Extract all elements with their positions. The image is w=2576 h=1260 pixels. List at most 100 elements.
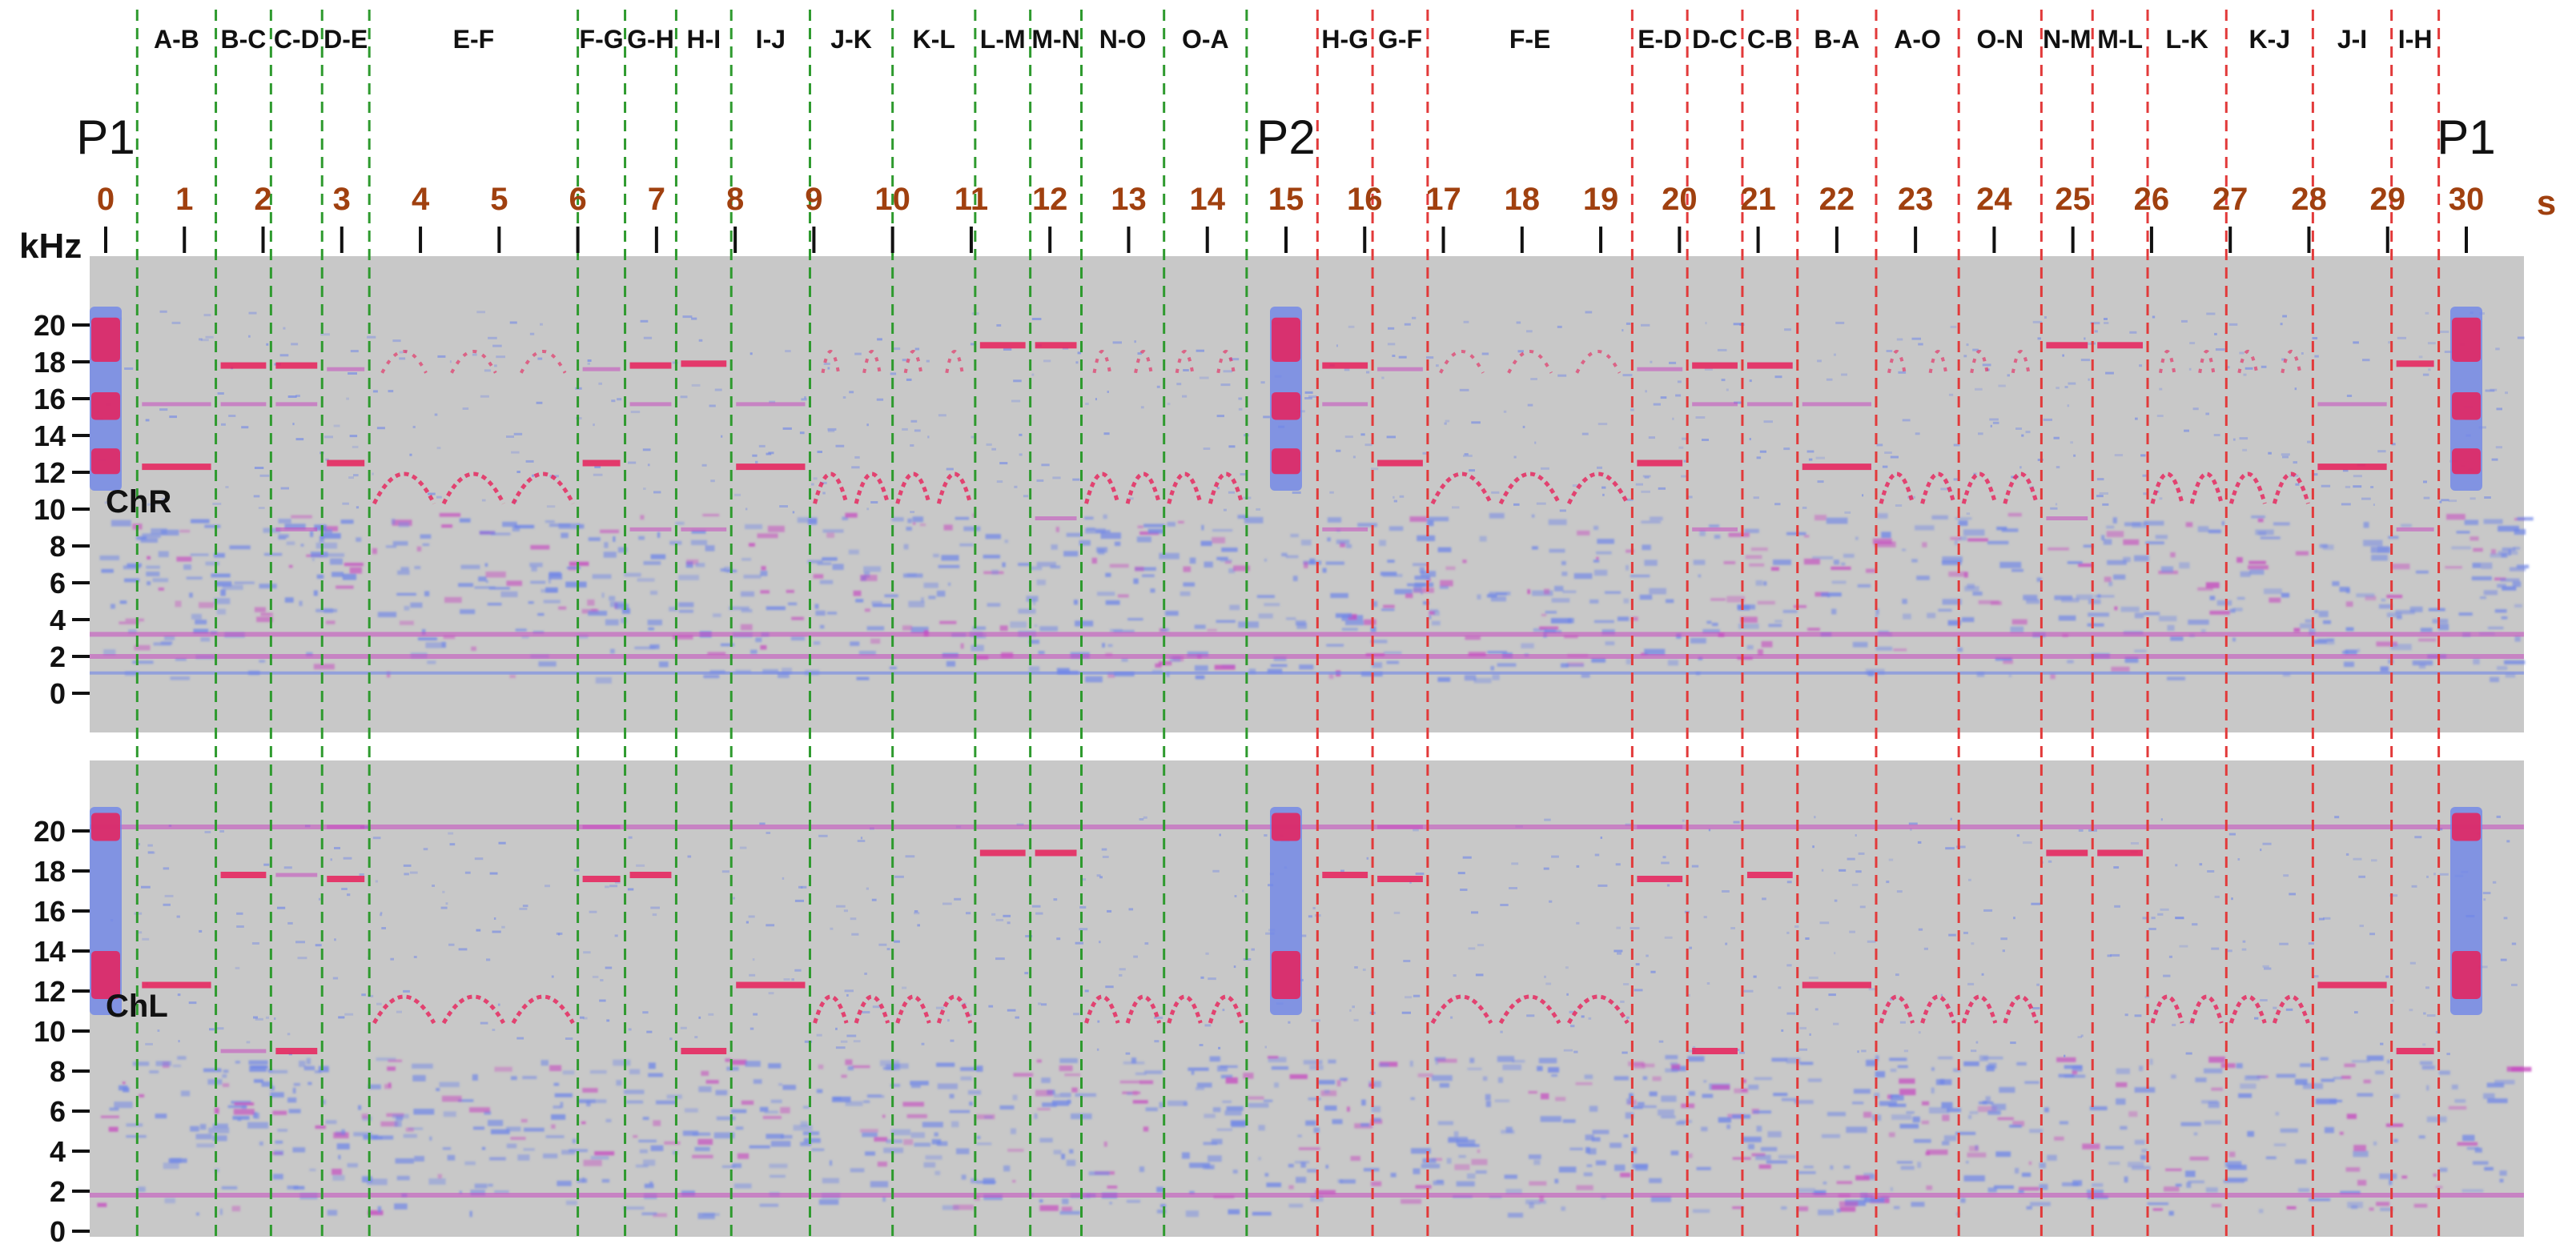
segment-signal-j-k	[813, 994, 890, 1024]
arc-chirp-1	[854, 471, 890, 504]
panel-background	[90, 256, 2524, 732]
time-tick-label: 22	[1819, 182, 1855, 217]
arc-chirp-high-0	[1970, 350, 1989, 374]
tone-0	[1035, 849, 1077, 857]
arc-chirp-1	[441, 471, 506, 505]
arc-chirp-0	[1879, 994, 1915, 1024]
segment-label-c-d: C-D	[274, 25, 319, 54]
time-tick-label: 30	[2449, 182, 2485, 217]
arc-chirp-0	[1430, 994, 1493, 1025]
arc-chirp-1	[1125, 994, 1162, 1024]
time-tick-label: 20	[1662, 182, 1698, 217]
arc-chirp-high-0	[1887, 350, 1907, 374]
arc-chirp-1	[854, 994, 890, 1024]
marker-label-p1-1: P1	[76, 110, 135, 164]
tone-1	[327, 825, 365, 829]
tone-1	[2317, 402, 2387, 407]
time-tick-label: 2	[254, 182, 271, 217]
segment-signal-e-f	[372, 349, 575, 505]
burst-hot-0	[91, 813, 120, 841]
tone-0	[1802, 463, 1871, 471]
arc-chirp-0	[895, 471, 931, 504]
tone-0	[1377, 459, 1423, 467]
segment-label-h-g: H-G	[1321, 25, 1368, 54]
tone-0	[1637, 876, 1683, 882]
segment-label-k-j: K-J	[2249, 25, 2291, 54]
tone-0	[2097, 342, 2144, 349]
persistent-line-low	[90, 671, 2524, 675]
segment-signal-f-g	[582, 825, 621, 882]
segment-label-o-n: O-N	[1976, 25, 2023, 54]
segment-label-n-m: N-M	[2043, 25, 2091, 54]
arc-chirp-0	[1879, 471, 1915, 504]
tone-0	[1637, 459, 1683, 467]
segment-signal-n-o	[1084, 350, 1162, 504]
tone-1	[582, 367, 621, 371]
time-tick-label: 19	[1583, 182, 1619, 217]
burst-hot-2	[2452, 448, 2481, 475]
y-tick-label: 10	[34, 1015, 66, 1048]
arc-chirp-high-1	[945, 350, 964, 374]
y-tick-label: 18	[34, 855, 66, 888]
segment-signal-j-i	[2317, 981, 2387, 989]
arc-chirp-0	[2150, 994, 2184, 1024]
tone-2	[1692, 527, 1738, 532]
spectrogram-panels	[90, 256, 2534, 1237]
y-unit-label: kHz	[19, 227, 82, 266]
arc-chirp-0	[813, 471, 849, 504]
y-tick-label: 16	[34, 383, 66, 415]
time-tick-label: 25	[2055, 182, 2091, 217]
segment-label-f-e: F-E	[1509, 25, 1551, 54]
segment-dividers	[135, 10, 2441, 1239]
y-tick-label: 12	[34, 456, 66, 489]
segment-signal-a-o	[1879, 350, 1956, 504]
tone-0	[681, 1048, 727, 1054]
y-tick-label: 18	[34, 346, 66, 379]
arc-chirp-high-0	[821, 350, 841, 374]
tone-0	[275, 1048, 318, 1054]
time-tick-label: 11	[954, 182, 988, 217]
tone-0	[1322, 362, 1368, 369]
arc-chirp-1	[1208, 471, 1244, 504]
time-tick-label: 7	[648, 182, 665, 217]
segment-label-o-a: O-A	[1182, 25, 1229, 54]
segment-label-c-b: C-B	[1747, 25, 1793, 54]
segment-signal-f-e	[1430, 349, 1630, 505]
arc-chirp-1	[1498, 994, 1561, 1025]
arc-chirp-high-1	[1928, 350, 1948, 374]
arc-chirp-1	[1498, 471, 1561, 505]
segment-signal-k-j	[2228, 994, 2310, 1024]
segment-label-j-i: J-I	[2337, 25, 2367, 54]
y-tick-label: 8	[50, 1055, 66, 1088]
tone-1	[275, 873, 318, 877]
segment-label-d-c: D-C	[1692, 25, 1738, 54]
tone-1	[1035, 516, 1077, 520]
burst-hot-0	[2452, 813, 2481, 841]
tone-1	[1746, 402, 1793, 407]
arc-chirp-0	[1430, 471, 1493, 505]
y-tick-label: 6	[50, 567, 66, 600]
segment-signal-a-o	[1879, 994, 1956, 1024]
segment-signal-g-f	[1377, 825, 1423, 882]
segment-label-j-k: J-K	[830, 25, 872, 54]
arc-chirp-0	[372, 471, 436, 505]
tone-0	[220, 872, 267, 878]
arc-chirp-1	[936, 994, 973, 1024]
segment-signal-d-e	[327, 825, 365, 882]
y-tick-label: 16	[34, 895, 66, 928]
arc-chirp-1	[1125, 471, 1162, 504]
segment-signal-b-c	[220, 362, 267, 407]
segment-signal-j-i	[2317, 402, 2387, 471]
y-tick-label: 0	[50, 1215, 66, 1248]
time-tick-label: 21	[1740, 182, 1776, 217]
tone-0	[736, 463, 806, 471]
arc-chirp-0	[2228, 994, 2267, 1024]
time-tick-label: 8	[726, 182, 744, 217]
tone-0	[2317, 463, 2387, 471]
arc-chirp-high-1	[450, 349, 497, 374]
arc-chirp-high-2	[520, 349, 567, 374]
tone-1	[1692, 402, 1738, 407]
segment-signal-k-l	[895, 994, 973, 1024]
arc-chirp-1	[1208, 994, 1244, 1024]
